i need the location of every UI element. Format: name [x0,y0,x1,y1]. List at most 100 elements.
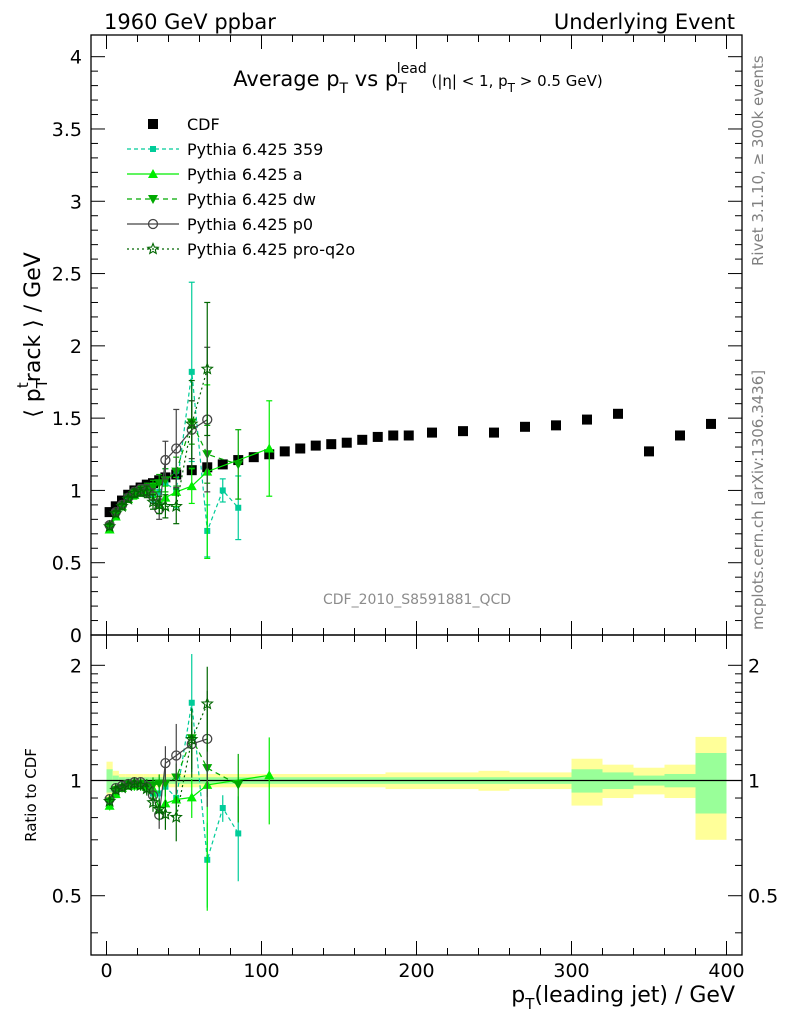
data-point [372,431,383,442]
ratio-data-point [102,794,117,807]
data-point [295,443,306,454]
data-point [279,446,290,457]
data-point [115,499,129,512]
ratio-data-point [219,805,226,812]
ratio-data-point [185,732,199,746]
legend-marker [147,218,159,230]
ratio-y-tick-label: 2 [70,655,82,677]
ratio-data-point [160,758,171,769]
x-axis-label: pT(leading jet) / GeV [511,983,735,1013]
ratio-series-pythia-6-425-pro-q2o [102,666,214,842]
legend-entry-pythia-6-425-359: Pythia 6.425 359 [127,140,323,159]
ratio-y-tick-label-right: 2 [748,655,760,677]
y-tick-label: 2.5 [52,264,82,286]
data-point [158,499,173,512]
x-tick-label: 300 [553,960,589,982]
data-point [551,420,561,431]
data-point [675,430,685,441]
axes: 0 0.5 1 1.5 2 2.5 3 3.5 4 0.5 0.5 1 1 2 2 0 100 200 300 400 [52,34,778,982]
legend-label: Pythia 6.425 dw [187,190,316,209]
main-plot [102,281,716,559]
y-tick-label: 4 [70,47,82,69]
data-point [489,427,499,438]
data-point [582,414,592,425]
data-point [427,427,437,438]
mcplots-label: mcplots.cern.ch [arXiv:1306.3436] [749,370,767,630]
main-y-axis-label: ⟨ pTtrack ⟩ / GeV [14,252,51,418]
ratio-data-point [158,807,173,820]
header-right: Underlying Event [554,10,735,34]
data-point [152,497,166,511]
data-point [102,519,117,533]
rivet-version-label: Rivet 3.1.10, ≥ 300k events [749,55,767,266]
data-point [148,483,158,493]
data-point [248,452,259,463]
data-point [326,439,337,450]
series-pythia-6-425-359 [106,281,242,558]
y-tick-label: 1.5 [52,408,82,430]
data-point [188,368,195,375]
ratio-plot-frame [90,634,743,956]
legend-marker [148,119,158,129]
legend-label: Pythia 6.425 359 [187,140,323,159]
data-point [235,504,242,511]
data-point [200,361,214,375]
ratio-data-point [235,830,242,837]
data-point [357,434,368,445]
data-point [127,486,142,499]
data-point [644,446,654,457]
data-point [520,421,530,432]
series-cdf [104,408,716,518]
ratio-data-point [188,699,195,706]
data-point [140,484,154,498]
data-point [110,501,121,512]
ratio-data-point [171,750,182,761]
y-tick-label: 1 [70,480,82,502]
analysis-watermark: CDF_2010_S8591881_QCD [323,592,511,608]
ratio-data-point [233,780,244,790]
data-point [341,437,352,448]
x-tick-label: 200 [398,960,434,982]
y-tick-label: 2 [70,336,82,358]
ratio-data-point [152,802,166,815]
ratio-data-point [133,778,148,792]
x-tick-label: 0 [100,960,112,982]
data-point [706,418,716,429]
y-tick-label: 3.5 [52,119,82,141]
legend-marker [148,195,158,204]
data-point [403,430,414,441]
data-point [219,487,226,494]
ratio-y-axis-label: Ratio to CDF [22,748,40,842]
y-tick-label: 3 [70,191,82,213]
header-left: 1960 GeV ppbar [104,10,276,34]
ratio-data-point [140,781,154,795]
series-pythia-6-425-pro-q2o [102,301,214,533]
data-point [146,494,160,508]
y-tick-label: 0 [70,625,82,647]
legend-label: Pythia 6.425 pro-q2o [187,240,355,259]
y-tick-label: 0.5 [52,553,82,575]
x-tick-label: 100 [243,960,279,982]
ratio-data-point [146,795,160,809]
data-point [388,430,399,441]
data-point [109,506,123,520]
ratio-data-point [200,696,214,710]
data-point [310,440,321,451]
legend-entry-cdf: CDF [148,115,220,134]
data-point [104,507,115,518]
x-tick-label: 400 [708,960,744,982]
ratio-y-tick-label-right: 1 [748,771,760,793]
ratio-data-point [264,770,275,780]
legend-label: CDF [187,115,220,134]
legend-marker [150,146,156,152]
ratio-y-tick-label: 0.5 [52,886,82,908]
data-point [613,408,623,419]
ratio-data-point [127,776,142,790]
data-point [217,459,228,470]
legend-marker [146,242,160,255]
data-point [458,426,468,437]
ratio-plot [91,654,742,911]
data-point [171,443,182,454]
legend-entry-pythia-6-425-dw: Pythia 6.425 dw [127,190,316,209]
